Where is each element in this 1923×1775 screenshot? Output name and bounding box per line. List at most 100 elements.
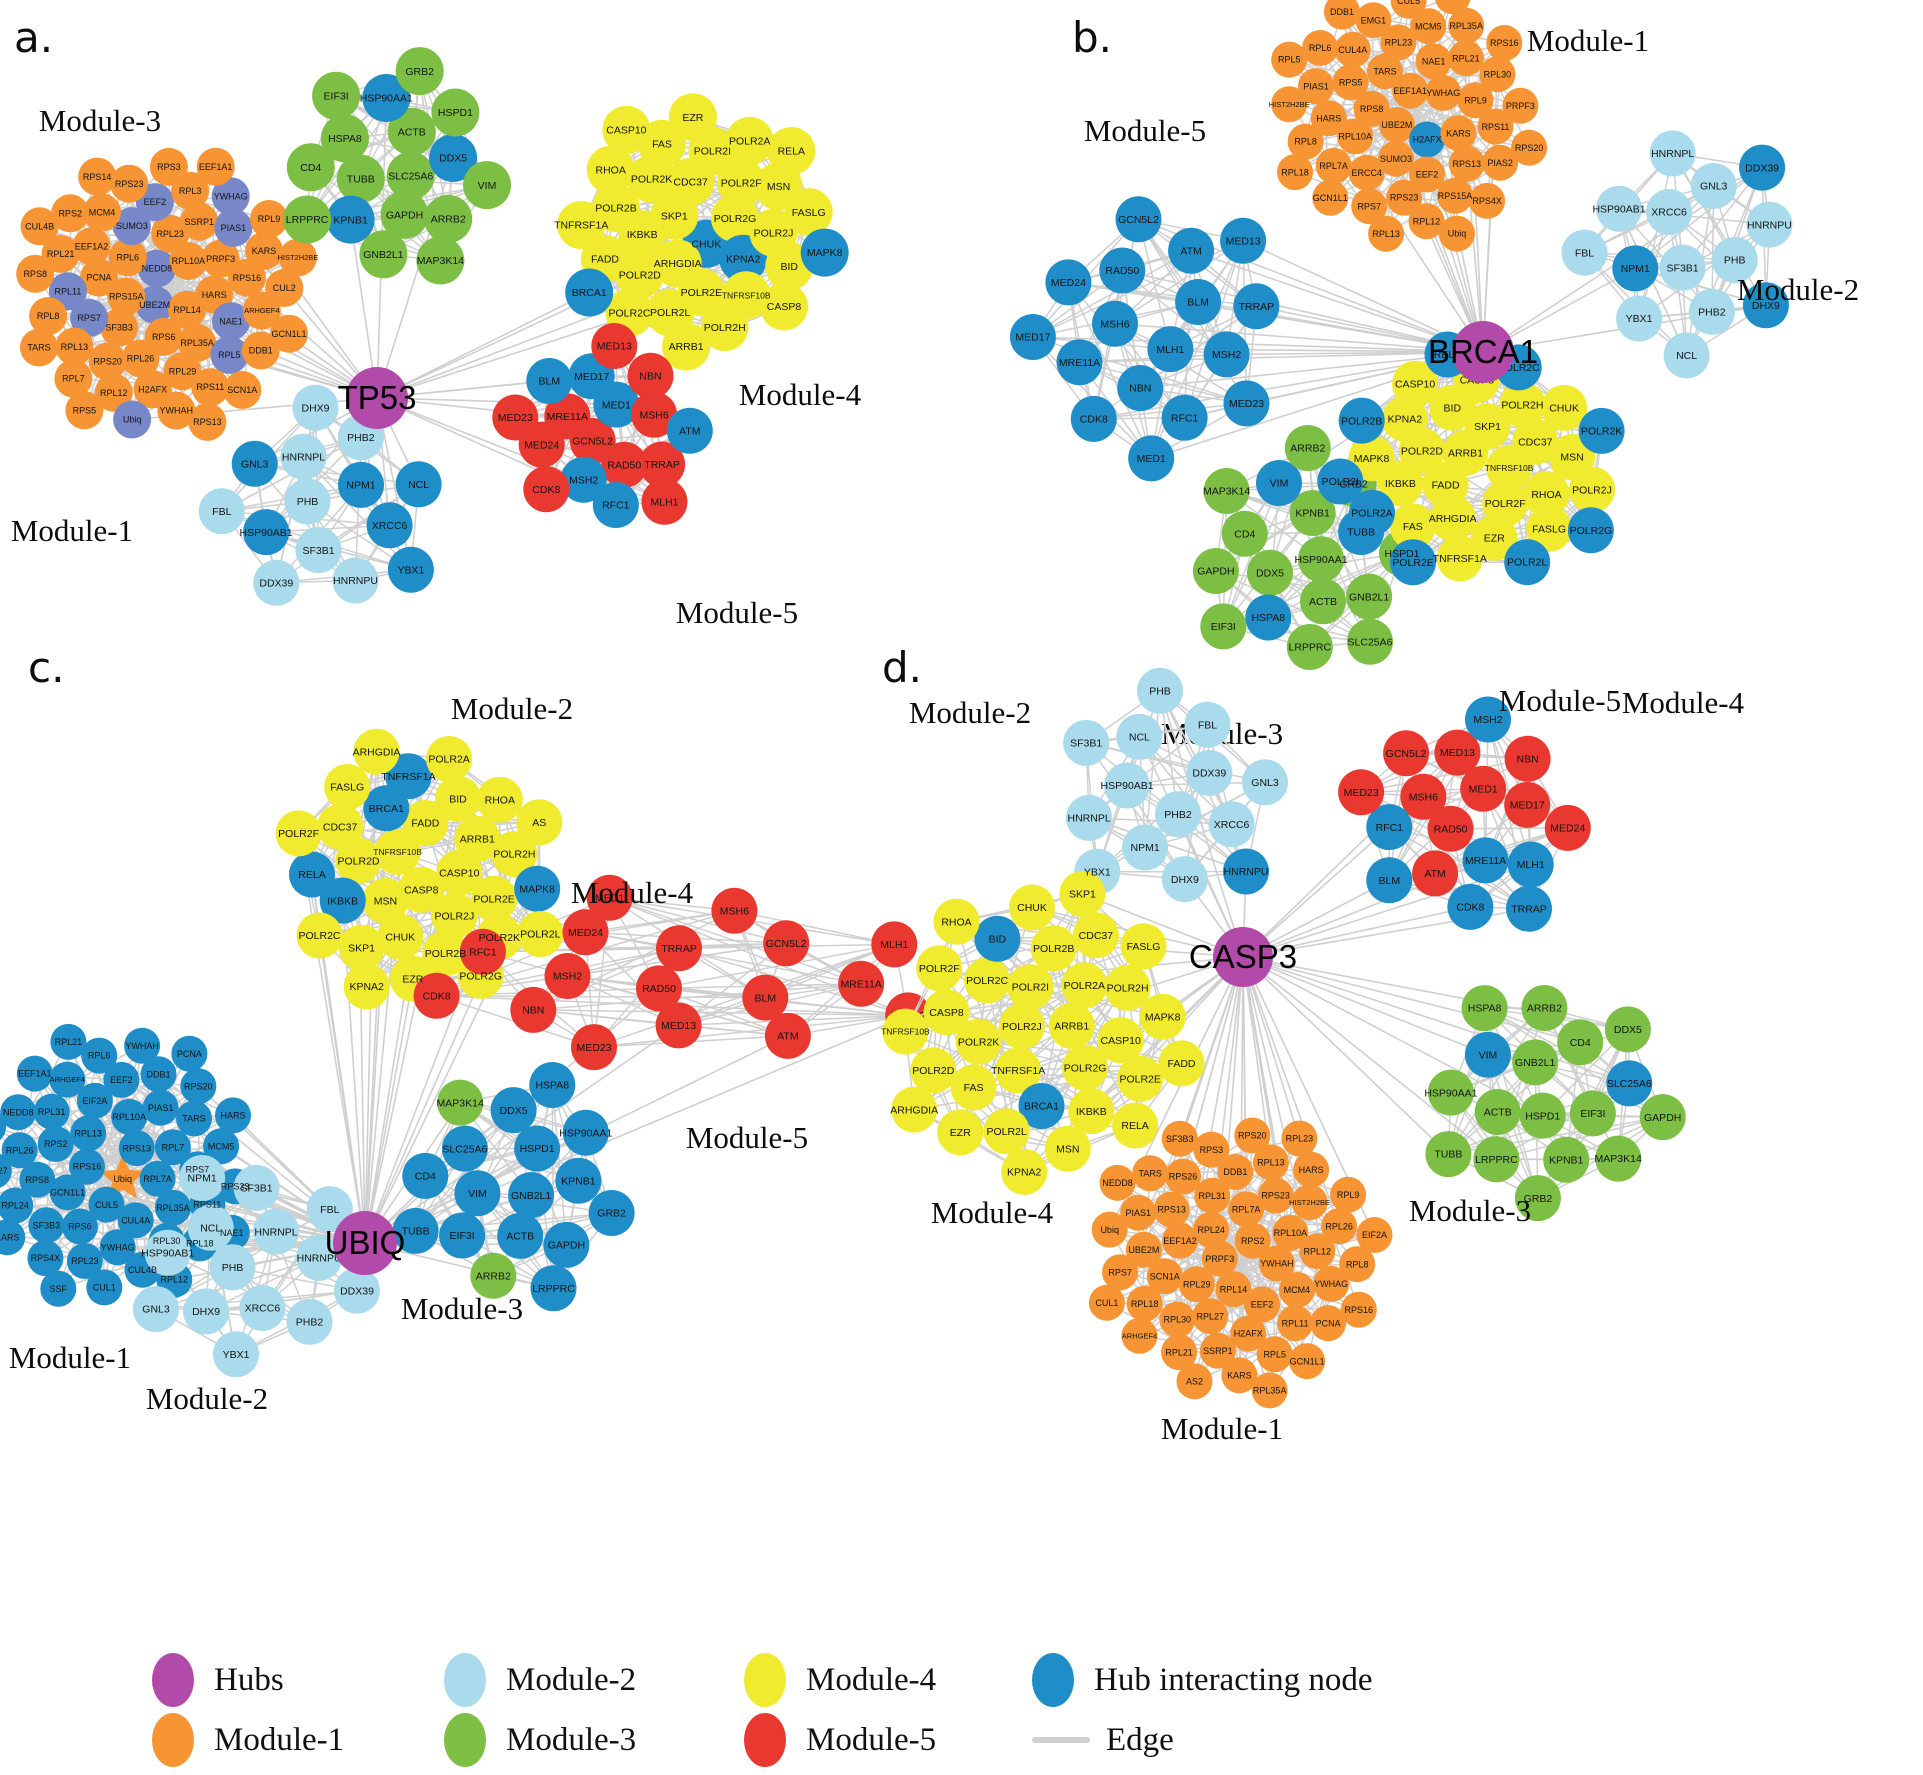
- node-YWHAH[interactable]: [157, 391, 196, 430]
- node-RPL24[interactable]: [1193, 1211, 1230, 1248]
- node-RAD50[interactable]: [601, 441, 648, 488]
- node-PIAS2[interactable]: [1482, 144, 1519, 181]
- node-HSPD1[interactable]: [1519, 1092, 1566, 1139]
- node-GNL3[interactable]: [133, 1286, 179, 1333]
- node-DDB1[interactable]: [241, 331, 280, 370]
- node-MED13[interactable]: [1434, 729, 1481, 776]
- node-RPL9[interactable]: [1330, 1176, 1367, 1213]
- node-POLR2B[interactable]: [1338, 397, 1385, 444]
- node-POLR2F[interactable]: [717, 158, 766, 207]
- node-RPL7A[interactable]: [1228, 1191, 1265, 1228]
- node-POLR2J[interactable]: [998, 1003, 1045, 1050]
- node-RPL10A[interactable]: [111, 1098, 148, 1135]
- node-RPL29[interactable]: [1178, 1266, 1215, 1303]
- node-LRPPRC[interactable]: [1286, 624, 1333, 670]
- node-NCL[interactable]: [395, 461, 442, 508]
- node-ARHGEF4[interactable]: [1121, 1317, 1158, 1354]
- node-SKP1[interactable]: [1059, 871, 1106, 917]
- node-EZR[interactable]: [1471, 514, 1518, 561]
- node-Ubiq[interactable]: [1439, 215, 1475, 252]
- node-POLR2C[interactable]: [296, 912, 343, 959]
- node-EIF3I[interactable]: [1200, 603, 1247, 650]
- node-MSH2[interactable]: [1203, 331, 1250, 378]
- node-HSP90AA1[interactable]: [1427, 1069, 1474, 1116]
- node-RPL10A[interactable]: [169, 242, 208, 280]
- node-RPS20[interactable]: [180, 1068, 217, 1105]
- node-PIAS1[interactable]: [142, 1089, 179, 1126]
- node-EEF2[interactable]: [1409, 156, 1445, 193]
- node-NAE1[interactable]: [212, 302, 250, 341]
- node-CHUK[interactable]: [1541, 384, 1588, 431]
- node-CUL5[interactable]: [1390, 0, 1427, 19]
- node-BLM[interactable]: [742, 974, 789, 1021]
- node-NPM1[interactable]: [179, 1155, 226, 1201]
- node-IKBKB[interactable]: [1068, 1088, 1115, 1135]
- node-RPS8[interactable]: [1353, 90, 1390, 127]
- node-YWHAG[interactable]: [1425, 74, 1462, 111]
- node-TARS[interactable]: [20, 328, 58, 367]
- node-RPL5[interactable]: [1271, 41, 1308, 78]
- node-KPNB1[interactable]: [555, 1157, 602, 1204]
- node-MED13[interactable]: [655, 1002, 702, 1049]
- node-TRRAP[interactable]: [1506, 885, 1552, 932]
- node-HSP90AA1[interactable]: [1298, 536, 1344, 583]
- node-SCN1A[interactable]: [1146, 1258, 1183, 1295]
- node-HIST2H2BE[interactable]: [1271, 86, 1308, 123]
- node-TNFRSF10B[interactable]: [882, 1008, 929, 1055]
- node-RPL9[interactable]: [1457, 82, 1494, 119]
- node-MED23[interactable]: [1338, 769, 1385, 816]
- node-CD4[interactable]: [286, 143, 335, 192]
- node-GAPDH[interactable]: [1639, 1094, 1686, 1141]
- node-RPL13[interactable]: [55, 327, 94, 366]
- node-RPS20[interactable]: [88, 342, 127, 381]
- node-Ubiq[interactable]: [1091, 1211, 1128, 1248]
- node-MSH6[interactable]: [631, 391, 678, 438]
- node-RAD50[interactable]: [1099, 247, 1146, 294]
- node-PHB[interactable]: [1137, 667, 1183, 714]
- node-MSH6[interactable]: [1092, 300, 1138, 347]
- node-POLR2E[interactable]: [1117, 1055, 1164, 1102]
- node-PHB[interactable]: [209, 1244, 256, 1291]
- node-MED13[interactable]: [591, 323, 638, 369]
- node-RPS16[interactable]: [1486, 25, 1523, 61]
- node-EIF3I[interactable]: [439, 1212, 486, 1259]
- node-KPNA2[interactable]: [1381, 395, 1428, 442]
- node-PHB2[interactable]: [286, 1298, 333, 1345]
- node-POLR2H[interactable]: [491, 831, 538, 877]
- node-KPNB1[interactable]: [326, 195, 375, 244]
- node-SLC25A6[interactable]: [1347, 618, 1393, 665]
- node-POLR2G[interactable]: [711, 194, 759, 243]
- node-POLR2A[interactable]: [1061, 962, 1108, 1009]
- node-FADD[interactable]: [1158, 1040, 1205, 1087]
- node-GRB2[interactable]: [395, 47, 444, 96]
- node-RPS15A[interactable]: [1437, 177, 1473, 214]
- node-RPS13[interactable]: [118, 1130, 155, 1167]
- node-EEF2[interactable]: [1244, 1286, 1280, 1323]
- node-GAPDH[interactable]: [1192, 548, 1239, 594]
- node-SLC25A6[interactable]: [1606, 1060, 1653, 1107]
- node-POLR2L[interactable]: [517, 911, 564, 957]
- node-VIM[interactable]: [1256, 460, 1302, 506]
- node-VIM[interactable]: [463, 161, 511, 210]
- node-POLR2F[interactable]: [916, 945, 963, 992]
- node-CHUK[interactable]: [377, 913, 424, 960]
- node-SSF[interactable]: [40, 1270, 77, 1307]
- node-DDX39[interactable]: [1739, 144, 1786, 191]
- node-SKP1[interactable]: [1464, 403, 1511, 450]
- node-RPS26[interactable]: [1165, 1158, 1201, 1195]
- node-HARS[interactable]: [1293, 1151, 1330, 1188]
- node-RELA[interactable]: [767, 127, 816, 175]
- node-ARHGDIA[interactable]: [891, 1086, 938, 1133]
- node-RPS8[interactable]: [16, 254, 55, 293]
- hub-CASP3[interactable]: [1213, 927, 1273, 987]
- node-CASP10[interactable]: [436, 849, 483, 896]
- node-RPS4X[interactable]: [27, 1240, 64, 1277]
- node-RPL6[interactable]: [1302, 30, 1339, 66]
- node-CASP10[interactable]: [1392, 360, 1439, 407]
- node-EMG1[interactable]: [1355, 2, 1392, 39]
- node-RPL12[interactable]: [1408, 203, 1445, 240]
- node-FASLG[interactable]: [784, 188, 833, 237]
- node-CASP10[interactable]: [1097, 1017, 1144, 1064]
- node-PRPF3[interactable]: [201, 239, 240, 278]
- node-RPL5[interactable]: [1256, 1336, 1293, 1373]
